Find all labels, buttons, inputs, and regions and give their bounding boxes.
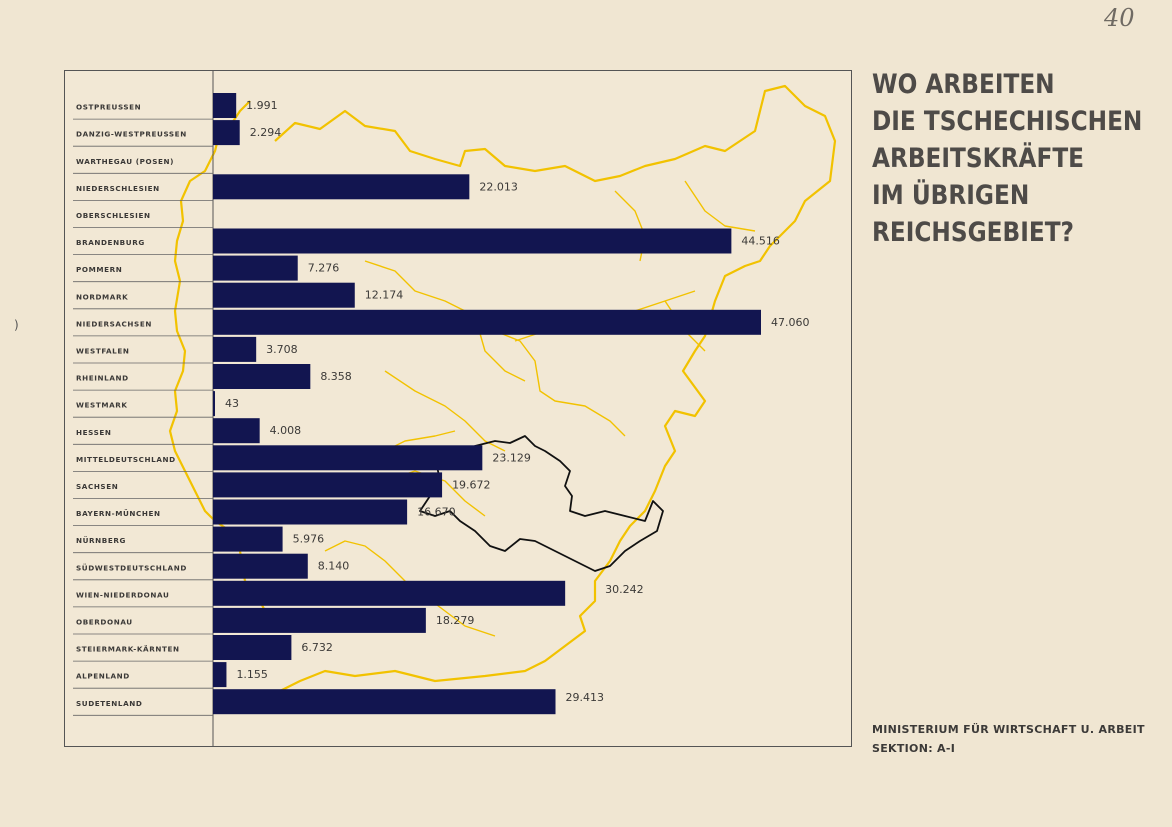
credit-line-2: SEKTION: A-I: [872, 742, 956, 755]
bar: [213, 580, 566, 606]
value-label: 1.991: [246, 99, 278, 112]
credit-block: MINISTERIUM FÜR WIRTSCHAFT U. ARBEIT SEK…: [872, 720, 1145, 758]
bar: [213, 364, 311, 389]
bar: [213, 635, 292, 660]
value-label: 2.294: [250, 126, 281, 139]
bar: [213, 391, 215, 417]
category-label: HESSEN: [76, 428, 111, 437]
bar: [213, 499, 408, 525]
category-label: WESTMARK: [76, 401, 128, 410]
value-label: 23.129: [492, 451, 530, 464]
category-label: WARTHEGAU (POSEN): [76, 157, 174, 166]
category-label: RHEINLAND: [76, 374, 129, 383]
bar: [213, 662, 227, 688]
bar: [213, 309, 761, 335]
chart-frame: OSTPREUSSEN DANZIG-WESTPREUSSEN WARTHEGAU …: [64, 70, 852, 747]
chart-title: WO ARBEITEN DIE TSCHECHISCHEN ARBEITSKRÄ…: [872, 66, 1143, 251]
bar: [213, 336, 257, 362]
credit-line-1: MINISTERIUM FÜR WIRTSCHAFT U. ARBEIT: [872, 723, 1145, 736]
title-line-2: DIE TSCHECHISCHEN: [872, 106, 1143, 137]
bar: [213, 689, 556, 715]
value-label: 6.732: [301, 641, 333, 654]
bar: [213, 282, 355, 308]
title-line-4: IM ÜBRIGEN: [872, 180, 1030, 211]
category-label: MITTELDEUTSCHLAND: [76, 455, 176, 464]
category-label: OBERSCHLESIEN: [76, 211, 151, 220]
bar: [213, 472, 443, 498]
title-line-5: REICHSGEBIET?: [872, 217, 1075, 248]
category-label: SACHSEN: [76, 482, 118, 491]
value-label: 29.413: [566, 691, 605, 704]
margin-mark: ): [14, 318, 19, 332]
category-label: ALPENLAND: [76, 672, 130, 681]
category-label: BRANDENBURG: [76, 238, 145, 247]
value-label: 18.279: [436, 614, 475, 627]
bar: [213, 607, 426, 633]
value-label: 22.013: [479, 180, 517, 193]
value-label: 44.516: [741, 235, 780, 248]
value-label: 3.708: [266, 343, 298, 356]
value-label: 19.672: [452, 478, 491, 491]
category-label: WIEN-NIEDERDONAU: [76, 590, 169, 599]
category-label: OBERDONAU: [76, 617, 133, 626]
bar: [213, 255, 298, 281]
category-label: NORDMARK: [76, 292, 128, 301]
category-label: POMMERN: [76, 265, 122, 274]
title-line-3: ARBEITSKRÄFTE: [872, 143, 1085, 174]
category-label: DANZIG-WESTPREUSSEN: [76, 130, 187, 139]
category-label: WESTFALEN: [76, 346, 129, 355]
category-label: NIEDERSACHSEN: [76, 319, 152, 328]
value-label: 4.008: [270, 424, 302, 437]
category-label: NÜRNBERG: [76, 536, 126, 545]
category-label: SUDETENLAND: [76, 699, 142, 708]
title-line-1: WO ARBEITEN: [872, 69, 1055, 100]
protectorate-outline: [419, 435, 664, 572]
value-label: 12.174: [365, 289, 404, 302]
value-label: 5.976: [293, 533, 325, 546]
category-label: SÜDWESTDEUTSCHLAND: [76, 563, 187, 572]
bar: [213, 418, 260, 444]
bar: [213, 553, 308, 579]
bar: [213, 120, 240, 146]
category-labels: OSTPREUSSEN DANZIG-WESTPREUSSEN WARTHEGAU …: [73, 71, 214, 746]
category-label: OSTPREUSSEN: [76, 103, 141, 112]
value-label: 8.140: [318, 560, 350, 573]
bar: [213, 445, 483, 471]
category-label: BAYERN-MÜNCHEN: [76, 509, 161, 518]
page-number: 40: [1104, 4, 1135, 32]
value-label: 47.060: [771, 316, 810, 329]
bar: [213, 228, 732, 254]
bar: [213, 174, 470, 200]
bars: 1.991 2.294 22.013 44.516 7.276 12.174 47.060 3…: [213, 93, 810, 715]
category-label: NIEDERSCHLESIEN: [76, 184, 160, 193]
value-label: 43: [225, 397, 239, 410]
value-label: 30.242: [605, 583, 644, 596]
value-label: 8.358: [320, 370, 352, 383]
value-label: 1.155: [236, 668, 268, 681]
bar: [213, 93, 237, 118]
bar: [213, 526, 283, 552]
chart-svg: OSTPREUSSEN DANZIG-WESTPREUSSEN WARTHEGAU …: [73, 71, 837, 746]
category-label: STEIERMARK-KÄRNTEN: [76, 645, 180, 654]
value-label: 7.276: [308, 262, 340, 275]
value-label: 16.670: [417, 506, 456, 519]
